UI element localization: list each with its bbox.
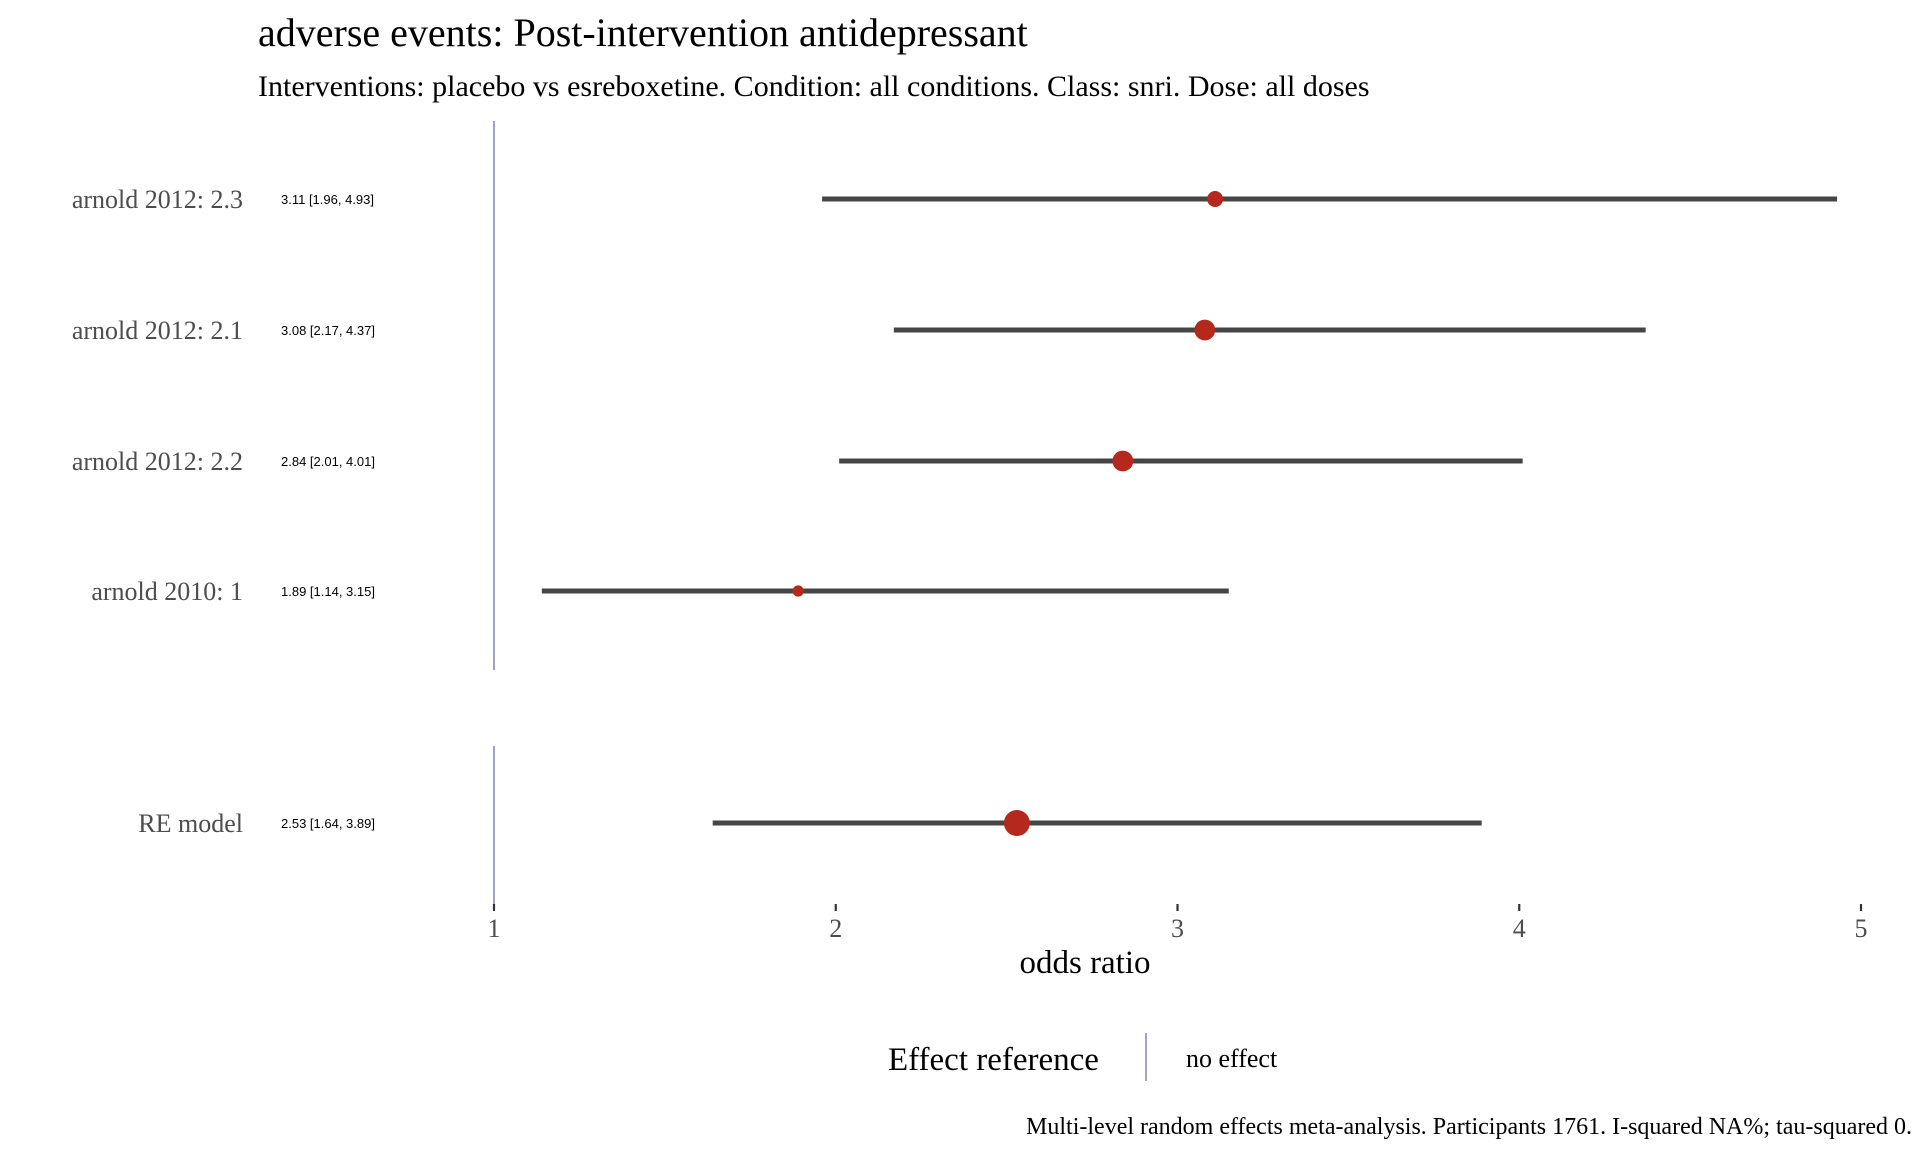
chart-caption: Multi-level random effects meta-analysis…: [1026, 1114, 1912, 1140]
studies-panel: arnold 2012: 2.3 3.11 [1.96, 4.93] arnold …: [72, 121, 1838, 670]
study-row-4-label: arnold 2010: 1: [91, 577, 243, 606]
x-tick-label-4: 4: [1513, 914, 1526, 943]
x-tick-label-1: 1: [488, 914, 501, 943]
study-row-3-point-estimate: [1112, 450, 1134, 472]
study-row-4-estimate-text: 1.89 [1.14, 3.15]: [281, 584, 375, 599]
legend: Effect reference no effect: [888, 1033, 1278, 1081]
chart-subtitle: Interventions: placebo vs esreboxetine. …: [258, 70, 1370, 103]
summary-row-point-estimate: [1003, 810, 1030, 836]
study-row-1-point-estimate: [1207, 191, 1224, 207]
study-row-2-point-estimate: [1194, 319, 1216, 341]
study-row-4-point-estimate: [792, 585, 804, 597]
summary-panel: RE model 2.53 [1.64, 3.89]: [138, 746, 1482, 904]
summary-row-estimate-text: 2.53 [1.64, 3.89]: [281, 816, 375, 831]
x-axis: 1 2 3 4 5: [488, 904, 1868, 943]
study-row-2-label: arnold 2012: 2.1: [72, 316, 243, 345]
x-tick-label-2: 2: [829, 914, 842, 943]
x-tick-label-3: 3: [1171, 914, 1184, 943]
legend-title: Effect reference: [888, 1042, 1099, 1078]
study-row-3-label: arnold 2012: 2.2: [72, 447, 243, 476]
study-row-1-label: arnold 2012: 2.3: [72, 185, 243, 214]
legend-label: no effect: [1186, 1044, 1278, 1073]
x-tick-label-5: 5: [1855, 914, 1868, 943]
chart-title: adverse events: Post-intervention antide…: [258, 10, 1028, 55]
study-row-1-estimate-text: 3.11 [1.96, 4.93]: [281, 192, 374, 207]
summary-row-label: RE model: [138, 809, 243, 838]
study-row-2-estimate-text: 3.08 [2.17, 4.37]: [281, 323, 375, 338]
study-row-3-estimate-text: 2.84 [2.01, 4.01]: [281, 454, 375, 469]
x-axis-title: odds ratio: [1019, 945, 1150, 981]
